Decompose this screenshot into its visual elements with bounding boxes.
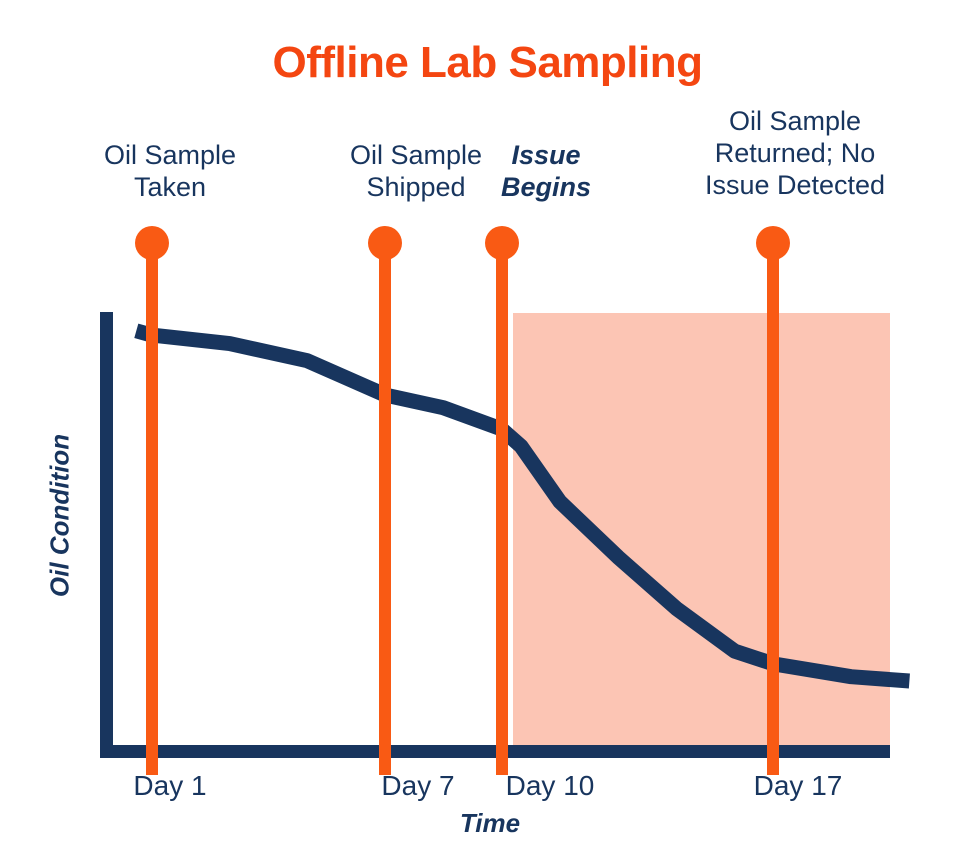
- pin-head-icon: [484, 226, 519, 260]
- annotation-line-2: Shipped: [366, 171, 466, 202]
- pin-head-icon: [367, 226, 402, 260]
- annotation-line-1: Oil Sample: [728, 106, 862, 136]
- annotation-line-3: Issue Detected: [704, 169, 886, 200]
- annotation-oil-sample-returned: Oil Sample Returned; No Issue Detected: [645, 106, 945, 202]
- x-tick-label-day-17: Day 17: [753, 770, 843, 801]
- pin-stem-icon: [495, 243, 508, 775]
- y-axis-title: Oil Condition: [44, 433, 75, 598]
- x-axis-title: Time: [459, 808, 521, 838]
- x-tick-label-day-1: Day 1: [133, 770, 207, 801]
- pin-stem-icon: [767, 243, 780, 775]
- pin-head-icon: [134, 226, 169, 260]
- pin-stem-icon: [145, 243, 158, 775]
- x-axis-line: [100, 745, 890, 758]
- annotation-line-1: Oil Sample: [103, 140, 237, 170]
- pin-head-icon: [756, 226, 791, 260]
- chart-title: Offline Lab Sampling: [272, 38, 703, 87]
- oil-condition-polyline: [134, 323, 910, 689]
- annotation-line-2: Begins: [500, 171, 592, 202]
- annotation-oil-sample-taken: Oil Sample Taken: [52, 140, 288, 204]
- annotation-line-1: Oil Sample: [349, 140, 483, 170]
- x-tick-label-day-7: Day 7: [381, 770, 455, 801]
- annotation-oil-sample-shipped: Oil Sample Shipped: [300, 140, 532, 204]
- pin-stem-icon: [378, 243, 391, 775]
- annotation-line-1: Issue: [511, 140, 581, 170]
- annotation-line-2: Returned; No: [714, 137, 876, 168]
- y-axis-line: [100, 312, 113, 758]
- annotation-line-2: Taken: [133, 171, 207, 202]
- annotation-issue-begins: Issue Begins: [483, 140, 609, 204]
- x-tick-label-day-10: Day 10: [505, 770, 595, 801]
